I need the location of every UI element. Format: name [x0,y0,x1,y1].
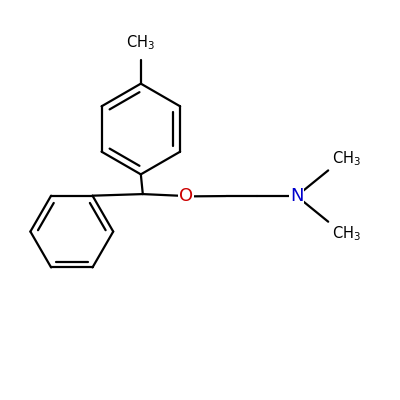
Text: CH$_3$: CH$_3$ [332,224,361,243]
Text: N: N [290,187,303,205]
Text: CH$_3$: CH$_3$ [126,33,155,52]
Text: O: O [179,187,193,205]
Text: CH$_3$: CH$_3$ [332,149,361,168]
